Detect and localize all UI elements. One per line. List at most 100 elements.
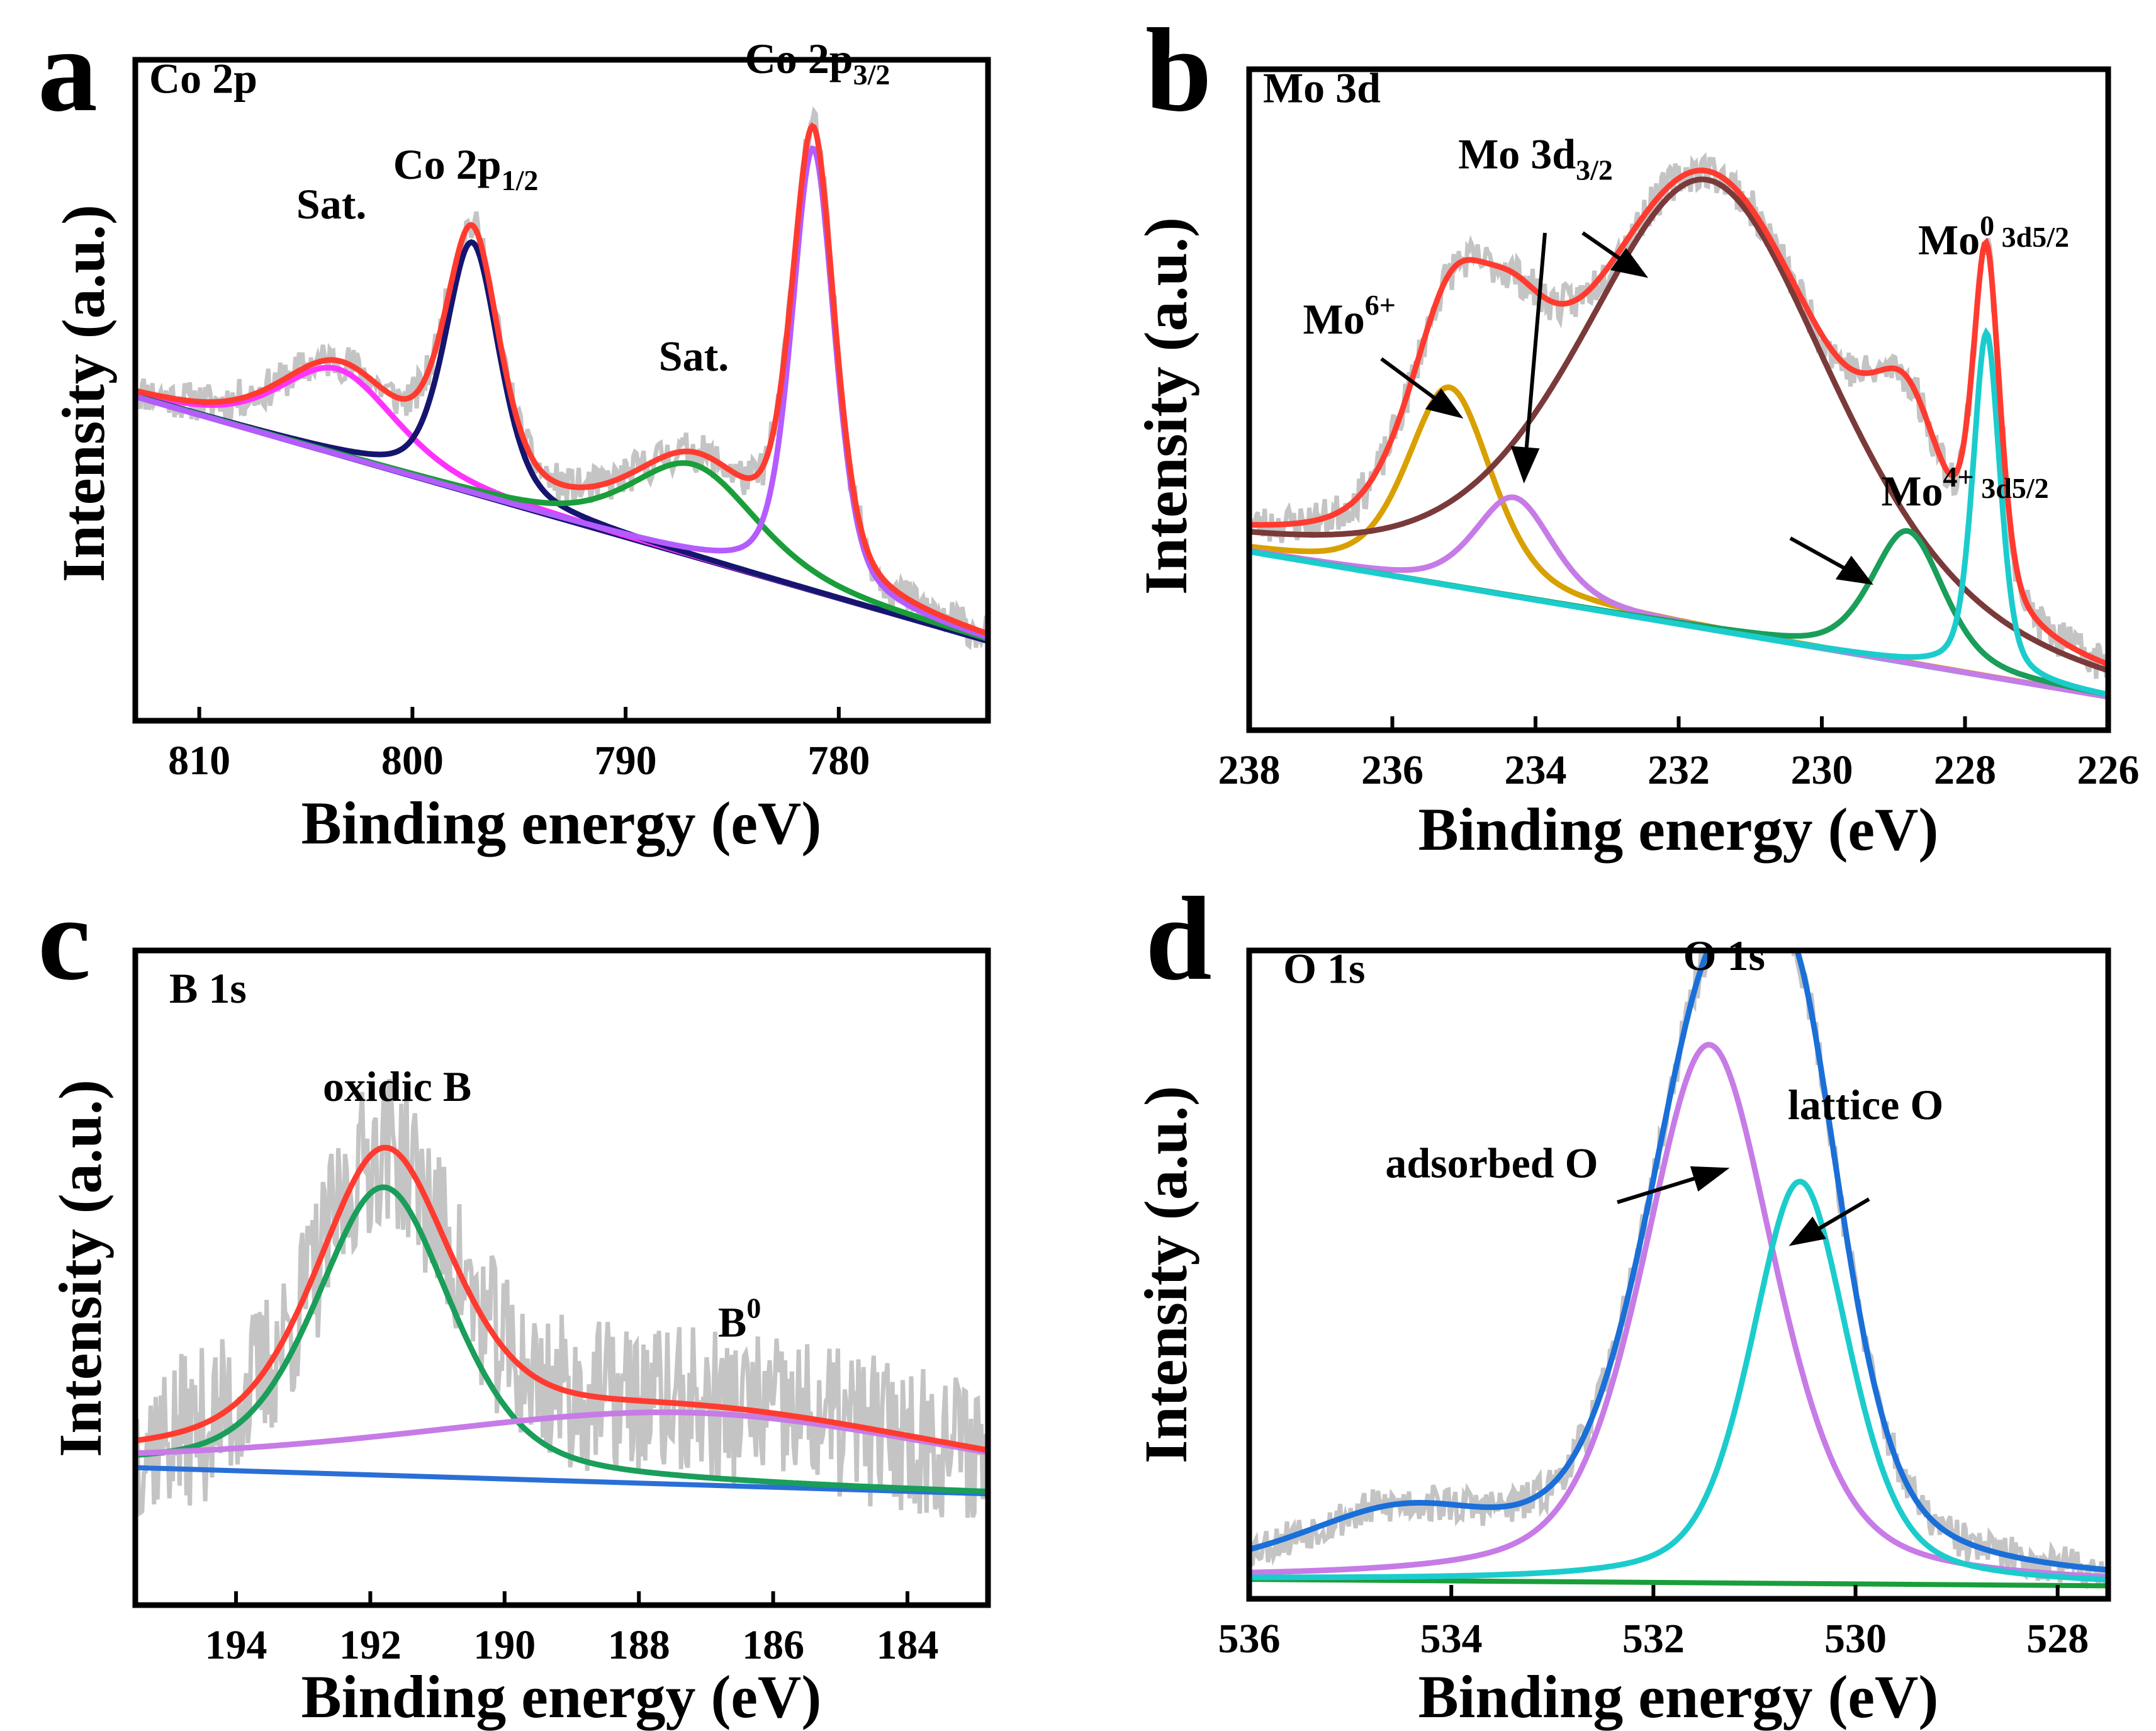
arrows-b	[1380, 231, 1873, 585]
plot-area-a	[135, 106, 988, 651]
panel-letter-d: d	[1145, 873, 1212, 1005]
x-tick-label-b-1: 236	[1361, 747, 1423, 793]
y-axis-label-b: Intensity (a.u.)	[1132, 217, 1199, 595]
x-tick-label-d-0: 536	[1218, 1616, 1281, 1662]
plot-area-d	[1249, 950, 2108, 1590]
peak-component-line-c-1	[135, 1409, 988, 1457]
x-tick-label-b-6: 226	[2077, 747, 2140, 793]
raw-data-line-c	[135, 1078, 988, 1518]
x-axis-label-b: Binding energy (eV)	[1418, 796, 1939, 863]
panel-b: b Intensity (a.u.) 238 236 234 232 230 228 226…	[1132, 4, 2140, 863]
peak-component-line-c-0	[135, 1184, 988, 1495]
x-tick-label-c-3: 188	[608, 1622, 670, 1668]
y-axis-label-c: Intensity (a.u.)	[47, 1080, 114, 1457]
x-ticks-b: 238 236 234 232 230 228 226	[1218, 716, 2140, 793]
x-tick-label-c-5: 184	[876, 1622, 938, 1668]
annotation-a-4: Co 2p3/2	[745, 35, 890, 91]
annotation-b-0: Mo 3d	[1263, 64, 1381, 112]
annotation-d-0: O 1s	[1283, 945, 1365, 993]
x-tick-label-b-2: 234	[1505, 747, 1567, 793]
panel-d: d Intensity (a.u.) 536 534 532 530 528 Bindi…	[1132, 873, 2111, 1730]
panel-letter-c: c	[38, 873, 91, 1005]
x-axis-label-d: Binding energy (eV)	[1418, 1663, 1939, 1730]
envelope-fit-line-c	[135, 1144, 988, 1453]
x-axis-label-a: Binding energy (eV)	[301, 789, 822, 857]
annotation-a-0: Co 2p	[149, 55, 257, 103]
plot-area-b	[1249, 152, 2108, 700]
annotation-a-3: Sat.	[659, 332, 729, 380]
arrow-mo3d32-minor	[1524, 232, 1547, 454]
x-ticks-c: 194 192 190 188 186 184	[205, 1591, 938, 1668]
annotation-d-3: lattice O	[1788, 1081, 1943, 1129]
x-tick-label-b-0: 238	[1218, 747, 1281, 793]
baseline-line-d	[1249, 1577, 2108, 1589]
annotation-c-0: B 1s	[169, 964, 247, 1012]
plot-area-c	[135, 1078, 988, 1518]
arrowhead-lattice-o	[1788, 1216, 1826, 1246]
peak-component-line-a-1	[135, 239, 988, 644]
panel-letter-b: b	[1145, 4, 1212, 137]
x-ticks-d: 536 534 532 530 528	[1218, 1585, 2089, 1662]
envelope-fit-line-a	[135, 122, 988, 637]
peak-component-line-b-4	[1249, 327, 2108, 697]
arrowhead-mo3d32-major	[1610, 247, 1649, 278]
panel-letter-a: a	[38, 4, 98, 137]
plot-frame-d	[1246, 947, 2111, 1602]
x-tick-label-a-0: 810	[168, 738, 230, 784]
baseline-line-c	[135, 1465, 988, 1497]
x-tick-label-b-4: 230	[1791, 747, 1853, 793]
x-tick-label-d-4: 528	[2026, 1616, 2089, 1662]
arrow-mo4plus	[1789, 536, 1848, 572]
arrowhead-adsorbed-o	[1690, 1166, 1730, 1192]
panel-c: c Intensity (a.u.) 194 192 190 188 186 184 Bi…	[38, 873, 991, 1730]
x-tick-label-a-3: 780	[807, 738, 870, 784]
arrow-lattice-o	[1814, 1197, 1870, 1232]
peak-component-line-b-2	[1249, 176, 2108, 674]
annotation-b-3: Mo4+ 3d5/2	[1881, 461, 2048, 515]
plot-frame-a	[132, 57, 991, 724]
annotation-b-4: Mo0 3d5/2	[1918, 210, 2069, 264]
peak-component-line-d-1	[1249, 1178, 2108, 1582]
annotation-b-1: Mo6+	[1303, 289, 1396, 343]
panel-a: a Intensity (a.u.) 810 800 790 780 Binding …	[38, 4, 991, 857]
x-tick-label-c-2: 190	[473, 1622, 536, 1668]
arrowhead-mo3d32-minor	[1510, 446, 1540, 484]
annotations-a: Co 2p Sat. Co 2p1/2 Sat. Co 2p3/2	[149, 35, 890, 380]
arrows-d	[1617, 1166, 1870, 1246]
arrowhead-mo4plus	[1835, 555, 1873, 585]
annotations-b: Mo 3d Mo6+ Mo 3d3/2 Mo4+ 3d5/2 Mo0 3d5/2	[1263, 64, 2069, 516]
x-tick-label-d-3: 530	[1824, 1616, 1887, 1662]
x-tick-label-d-1: 534	[1420, 1616, 1483, 1662]
x-tick-label-c-1: 192	[339, 1622, 401, 1668]
y-axis-label-d: Intensity (a.u.)	[1132, 1086, 1199, 1463]
arrowhead-mo6plus	[1425, 388, 1464, 419]
arrow-mo3d32-major	[1581, 231, 1625, 263]
x-axis-label-c: Binding energy (eV)	[301, 1663, 822, 1730]
annotation-a-2: Co 2p1/2	[393, 140, 539, 196]
annotation-a-1: Sat.	[296, 180, 366, 228]
peak-component-line-b-3	[1249, 528, 2108, 697]
x-tick-label-c-0: 194	[205, 1622, 267, 1668]
y-axis-label-a: Intensity (a.u.)	[50, 205, 117, 582]
raw-data-line-a	[135, 106, 988, 651]
plot-frame-c	[132, 947, 991, 1608]
raw-data-line-d	[1249, 950, 2108, 1590]
annotations-c: B 1s oxidic B B0	[169, 964, 761, 1346]
envelope-fit-line-b	[1249, 167, 2108, 667]
annotation-c-2: B0	[718, 1292, 761, 1346]
x-tick-label-a-2: 790	[595, 738, 657, 784]
arrow-adsorbed-o	[1617, 1175, 1700, 1204]
annotation-d-2: adsorbed O	[1385, 1139, 1598, 1187]
x-tick-label-d-2: 532	[1622, 1616, 1685, 1662]
arrow-mo6plus	[1380, 357, 1442, 405]
x-ticks-a: 810 800 790 780	[168, 707, 870, 784]
annotation-c-1: oxidic B	[323, 1063, 471, 1110]
x-tick-label-a-1: 800	[381, 738, 444, 784]
annotations-d: O 1s O 1s adsorbed O lattice O	[1283, 932, 1943, 1187]
annotation-d-1: O 1s	[1683, 932, 1765, 979]
x-tick-label-b-5: 228	[1934, 747, 1996, 793]
x-tick-label-b-3: 232	[1648, 747, 1710, 793]
x-tick-label-c-4: 186	[742, 1622, 804, 1668]
envelope-fit-line-d	[1249, 950, 2108, 1573]
